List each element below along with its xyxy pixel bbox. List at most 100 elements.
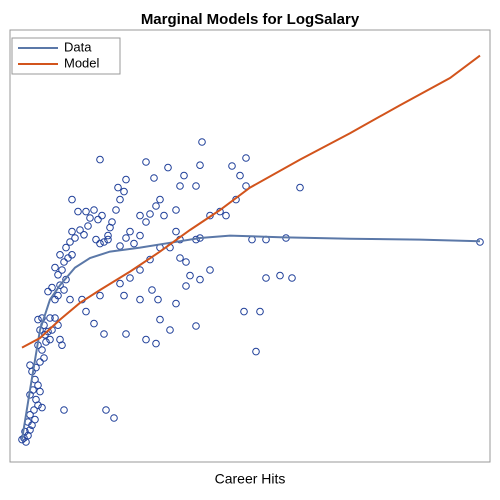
data-point xyxy=(148,286,156,294)
data-point xyxy=(116,195,124,204)
data-point xyxy=(51,314,59,322)
data-point xyxy=(262,274,270,282)
chart-title: Marginal Models for LogSalary xyxy=(141,11,360,28)
data-point xyxy=(120,291,128,300)
data-point xyxy=(104,235,112,244)
data-point xyxy=(100,238,108,246)
data-point xyxy=(76,226,84,234)
data-point xyxy=(82,207,90,216)
data-point xyxy=(150,174,158,182)
data-point xyxy=(60,406,68,414)
data-point xyxy=(276,271,284,280)
legend-label: Data xyxy=(64,39,92,54)
data-point xyxy=(96,291,104,300)
data-point xyxy=(90,319,98,328)
data-point xyxy=(196,275,204,284)
x-axis-label: Career Hits xyxy=(215,471,286,487)
data-point xyxy=(98,211,106,220)
data-point xyxy=(180,171,188,180)
data-point xyxy=(110,414,118,422)
data-point xyxy=(222,211,230,220)
data-point xyxy=(252,347,260,356)
data-point xyxy=(172,227,180,236)
data-point xyxy=(196,161,204,169)
data-point xyxy=(96,155,104,164)
data-point xyxy=(102,406,110,414)
data-point xyxy=(68,227,76,236)
data-point xyxy=(36,358,44,366)
data-point xyxy=(60,258,68,266)
data-point xyxy=(92,235,100,244)
data-point xyxy=(172,299,180,308)
data-point xyxy=(58,341,66,350)
data-point xyxy=(136,295,144,304)
data-point xyxy=(54,271,62,279)
data-point xyxy=(122,234,130,242)
data-point xyxy=(38,346,46,354)
data-point xyxy=(51,263,59,272)
data-point xyxy=(242,182,250,190)
data-point xyxy=(108,218,116,226)
data-point xyxy=(116,279,124,288)
data-point xyxy=(142,335,150,344)
data-point xyxy=(71,234,79,242)
data-point xyxy=(256,307,264,316)
data-point xyxy=(172,206,180,214)
data-point xyxy=(156,195,164,204)
data-point xyxy=(126,274,134,282)
data-point xyxy=(80,231,88,239)
data-point xyxy=(41,331,49,339)
data-point xyxy=(136,211,144,220)
data-point xyxy=(38,403,46,412)
fit-line xyxy=(21,54,481,349)
data-point xyxy=(68,195,76,204)
data-point xyxy=(56,281,64,290)
data-point xyxy=(296,183,304,192)
data-point xyxy=(21,427,29,436)
legend-box xyxy=(11,37,121,75)
data-point xyxy=(48,283,56,292)
data-point xyxy=(136,231,144,240)
data-point xyxy=(74,207,82,216)
data-point xyxy=(40,354,48,362)
data-point xyxy=(288,274,296,282)
data-point xyxy=(60,286,68,294)
data-point xyxy=(100,330,108,338)
data-point xyxy=(62,275,70,284)
data-point xyxy=(90,206,98,214)
data-point xyxy=(82,307,90,316)
data-point xyxy=(56,251,64,259)
data-point xyxy=(228,162,236,170)
data-point xyxy=(62,243,70,252)
data-point xyxy=(152,202,160,210)
data-point xyxy=(192,182,200,190)
data-point xyxy=(152,339,160,348)
data-point xyxy=(32,395,40,404)
data-point xyxy=(242,154,250,162)
data-point xyxy=(122,175,130,184)
data-point xyxy=(240,307,248,316)
data-point xyxy=(31,415,39,424)
data-point xyxy=(66,295,74,304)
data-point xyxy=(112,206,120,214)
data-point xyxy=(34,315,42,324)
data-point xyxy=(68,251,76,259)
data-point xyxy=(164,163,172,172)
data-point xyxy=(182,282,190,290)
data-point xyxy=(94,215,102,224)
data-point xyxy=(156,315,164,324)
data-point xyxy=(130,239,138,248)
data-point xyxy=(46,314,54,322)
data-point xyxy=(66,238,74,246)
data-point xyxy=(236,171,244,180)
data-point xyxy=(182,258,190,266)
data-point xyxy=(142,158,150,166)
fit-line xyxy=(21,234,481,440)
data-point xyxy=(104,231,112,240)
data-point xyxy=(186,271,194,280)
data-point xyxy=(42,338,50,346)
data-point xyxy=(114,183,122,192)
data-point xyxy=(26,426,34,434)
